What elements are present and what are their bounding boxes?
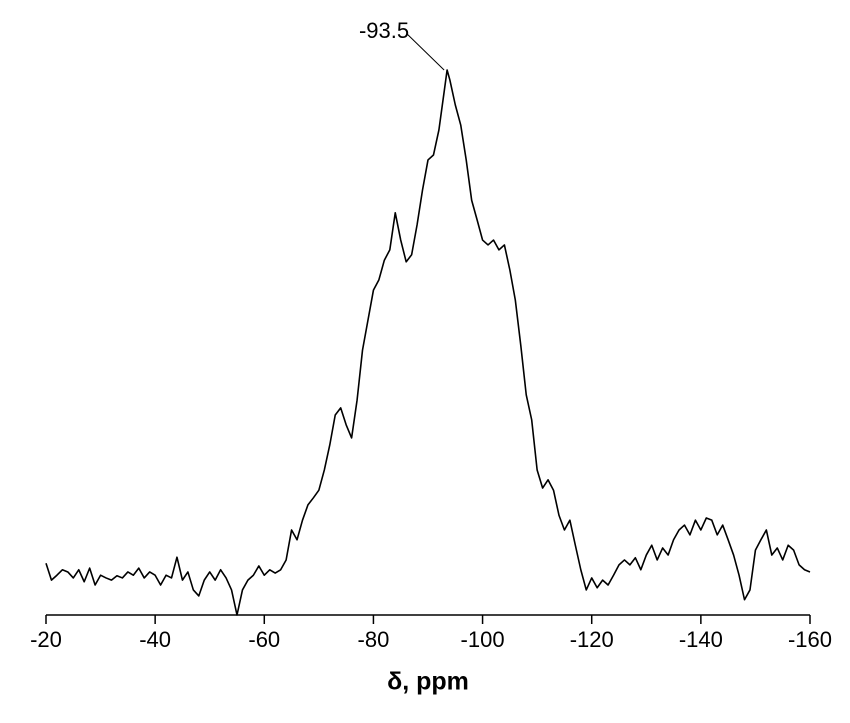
x-tick-label: -140 <box>679 627 723 652</box>
x-tick-label: -40 <box>139 627 171 652</box>
x-tick-label: -60 <box>248 627 280 652</box>
x-axis-title: δ, ppm <box>387 668 469 696</box>
x-tick-label: -80 <box>358 627 390 652</box>
annotation-leader <box>406 33 445 71</box>
x-tick-label: -160 <box>788 627 832 652</box>
x-tick-label: -20 <box>30 627 62 652</box>
x-tick-label: -100 <box>461 627 505 652</box>
spectrum-line <box>45 69 811 616</box>
annotation-label: -93.5 <box>359 18 409 43</box>
x-tick-label: -120 <box>570 627 614 652</box>
